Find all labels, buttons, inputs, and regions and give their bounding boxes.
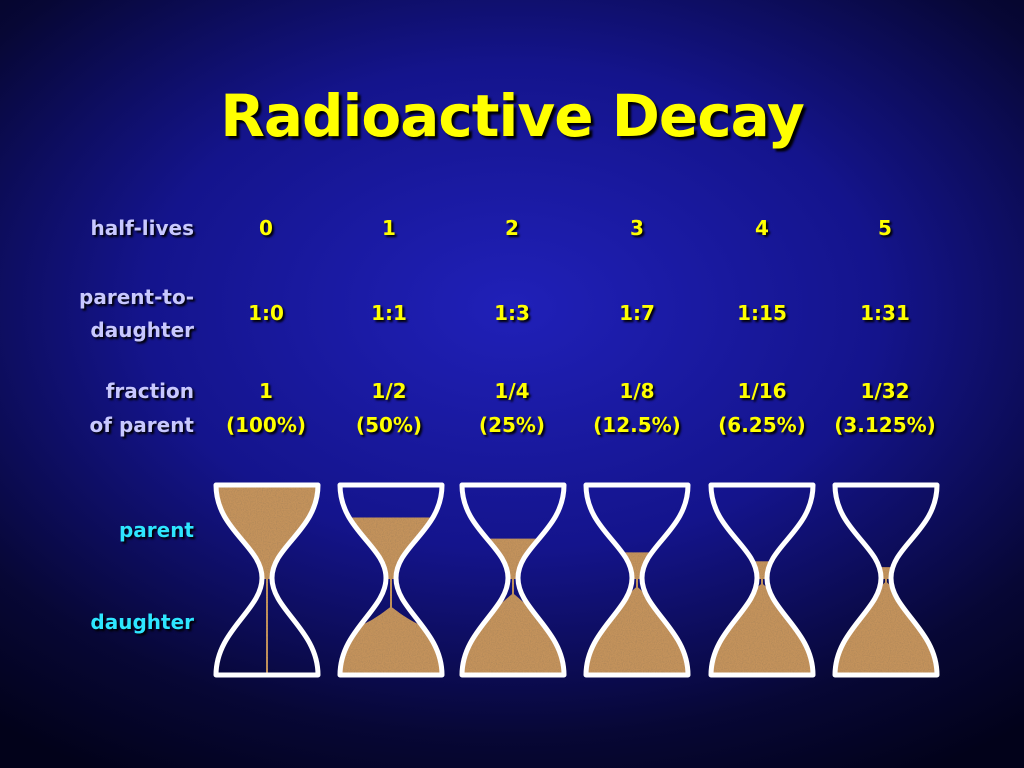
sand-stream [761, 578, 763, 586]
percent-value: (25%) [478, 413, 546, 437]
hourglass-outline [337, 482, 445, 678]
hourglass-outline [583, 482, 691, 678]
daughter-label: daughter [90, 610, 194, 634]
parent-sand [586, 552, 688, 579]
half-life-value: 2 [505, 216, 519, 240]
ratio-value: 1:7 [619, 301, 655, 325]
hourglass-outline [832, 482, 940, 678]
ratio-label-line1: parent-to- [79, 285, 194, 309]
parent-label: parent [118, 518, 194, 542]
daughter-sand [835, 581, 937, 675]
sand-stream [390, 578, 392, 609]
percent-value: (6.25%) [718, 413, 806, 437]
hourglass-outline [459, 482, 567, 678]
ratio-value: 1:15 [737, 301, 787, 325]
ratio-value: 1:1 [371, 301, 407, 325]
hourglass [459, 482, 567, 678]
percent-value: (50%) [355, 413, 423, 437]
half-life-value: 4 [755, 216, 769, 240]
daughter-sand [711, 583, 813, 675]
percent-value: (100%) [225, 413, 307, 437]
half-life-value: 5 [878, 216, 892, 240]
half-lives-label: half-lives [90, 216, 194, 240]
hourglass [583, 482, 691, 678]
hourglass [832, 482, 940, 678]
ratio-label-line2: daughter [90, 318, 194, 342]
sand-stream [885, 578, 887, 584]
percent-value: (3.125%) [834, 413, 936, 437]
ratio-value: 1:3 [494, 301, 530, 325]
fraction-value: 1 [259, 379, 273, 403]
hourglass-outline [213, 482, 321, 678]
ratio-value: 1:0 [248, 301, 284, 325]
sand-stream [512, 578, 514, 596]
fraction-value: 1/16 [737, 379, 787, 403]
ratio-value: 1:31 [860, 301, 910, 325]
fraction-value: 1/32 [860, 379, 910, 403]
half-life-value: 3 [630, 216, 644, 240]
daughter-sand [340, 606, 442, 675]
fraction-value: 1/2 [371, 379, 407, 403]
percent-value: (12.5%) [593, 413, 681, 437]
fraction-value: 1/8 [619, 379, 655, 403]
fraction-label-line2: of parent [89, 413, 194, 437]
hourglass [213, 482, 321, 678]
hourglass-outline [708, 482, 816, 678]
parent-sand [462, 538, 564, 579]
fraction-label-line1: fraction [105, 379, 194, 403]
parent-sand [216, 485, 318, 579]
half-life-value: 0 [259, 216, 273, 240]
hourglass [708, 482, 816, 678]
hourglass [337, 482, 445, 678]
sand-stream [636, 578, 638, 589]
fraction-value: 1/4 [494, 379, 530, 403]
parent-sand [711, 561, 813, 579]
parent-sand [835, 567, 937, 579]
page-title: Radioactive Decay [220, 82, 805, 150]
sand-stream [266, 578, 268, 675]
half-life-value: 1 [382, 216, 396, 240]
